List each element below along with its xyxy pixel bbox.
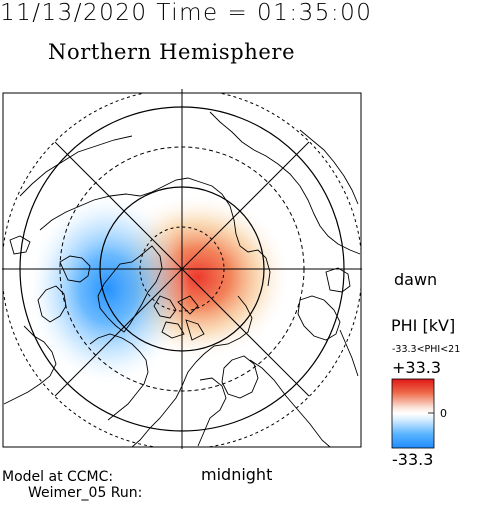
run-label: Weimer_05 Run:	[28, 485, 143, 501]
colorbar-min-label: -33.3	[392, 450, 434, 469]
potential-pattern	[26, 191, 292, 387]
colorbar-title: PHI [kV]	[391, 316, 456, 335]
arctic-archipelago	[153, 295, 205, 341]
colorbar-gradient	[391, 378, 435, 449]
timestamp-title: 11/13/2020 Time = 01:35:00	[0, 0, 373, 26]
hemisphere-title: Northern Hemisphere	[48, 40, 296, 64]
map-frame	[2, 92, 362, 448]
bering-region	[297, 267, 351, 341]
meridian-grid	[2, 89, 362, 449]
colorbar-max-label: +33.3	[392, 358, 442, 377]
greenland-coastline	[97, 245, 163, 333]
meridian-diagonal-2	[54, 141, 310, 397]
negative-potential-cell	[26, 191, 190, 387]
coastlines	[3, 111, 361, 447]
north-america-coastline	[89, 295, 359, 447]
model-label: Model at CCMC:	[2, 469, 114, 485]
colorbar-zero-label: 0	[440, 407, 447, 420]
colorbar-range: -33.3<PHI<21	[392, 344, 461, 355]
midnight-label: midnight	[201, 465, 273, 484]
dawn-label: dawn	[394, 270, 438, 289]
hudson-bay	[221, 355, 259, 399]
